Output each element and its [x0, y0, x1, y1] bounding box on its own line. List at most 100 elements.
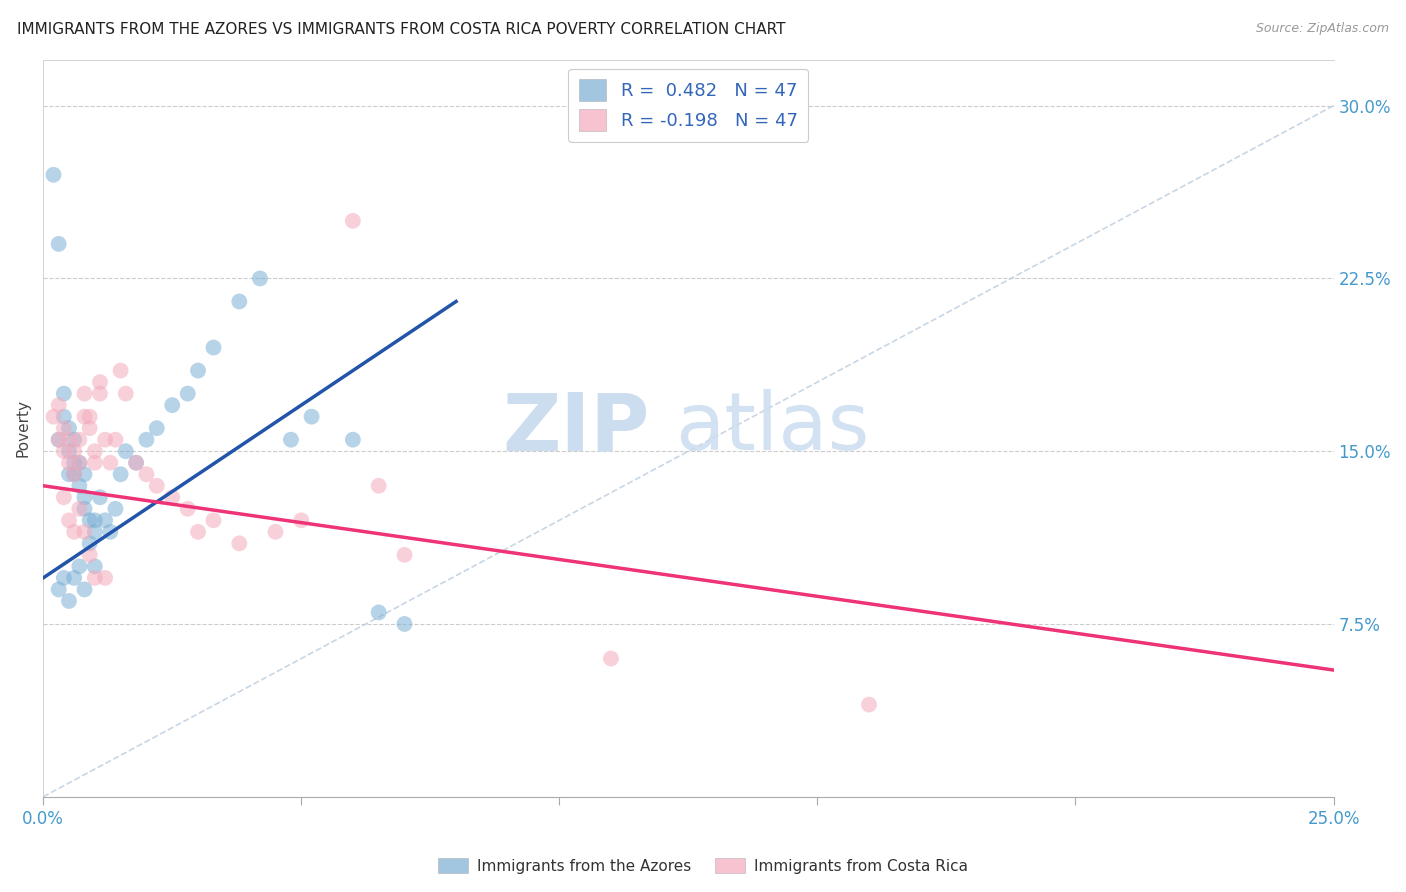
Point [58, 456, 80, 470]
Point [58, 467, 80, 482]
Point [73, 524, 96, 539]
Point [73, 490, 96, 504]
Point [63, 524, 86, 539]
Point [110, 467, 132, 482]
Point [135, 433, 157, 447]
Point [79, 421, 101, 435]
Point [125, 456, 148, 470]
Point [58, 421, 80, 435]
Point [79, 513, 101, 527]
Point [89, 386, 111, 401]
Point [394, 617, 416, 632]
Point [94, 433, 117, 447]
Point [63, 433, 86, 447]
Point [42, 409, 65, 424]
Point [301, 409, 323, 424]
Point [94, 513, 117, 527]
Point [83, 513, 105, 527]
Point [73, 467, 96, 482]
Point [52, 386, 75, 401]
Text: ZIP: ZIP [502, 389, 650, 467]
Point [202, 513, 225, 527]
Point [73, 582, 96, 597]
Point [52, 421, 75, 435]
Text: atlas: atlas [675, 389, 870, 467]
Point [202, 341, 225, 355]
Point [67, 456, 90, 470]
Point [342, 433, 364, 447]
Point [160, 490, 183, 504]
Point [264, 524, 287, 539]
Point [67, 559, 90, 574]
Point [58, 433, 80, 447]
Point [83, 524, 105, 539]
Point [858, 698, 880, 712]
Point [48, 398, 70, 412]
Point [94, 571, 117, 585]
Point [63, 571, 86, 585]
Point [48, 582, 70, 597]
Legend: Immigrants from the Azores, Immigrants from Costa Rica: Immigrants from the Azores, Immigrants f… [432, 852, 974, 880]
Point [600, 651, 623, 665]
Point [58, 513, 80, 527]
Point [177, 501, 200, 516]
Point [63, 467, 86, 482]
Point [79, 536, 101, 550]
Y-axis label: Poverty: Poverty [15, 400, 30, 458]
Point [83, 444, 105, 458]
Point [98, 456, 121, 470]
Point [367, 479, 389, 493]
Point [177, 386, 200, 401]
Point [48, 236, 70, 251]
Point [73, 409, 96, 424]
Point [290, 513, 312, 527]
Point [63, 467, 86, 482]
Point [394, 548, 416, 562]
Point [187, 524, 209, 539]
Point [48, 433, 70, 447]
Point [79, 548, 101, 562]
Point [83, 559, 105, 574]
Point [52, 571, 75, 585]
Point [67, 479, 90, 493]
Point [67, 456, 90, 470]
Point [58, 444, 80, 458]
Point [98, 524, 121, 539]
Point [52, 444, 75, 458]
Point [83, 456, 105, 470]
Point [114, 444, 136, 458]
Point [228, 536, 250, 550]
Point [89, 375, 111, 389]
Legend: R =  0.482   N = 47, R = -0.198   N = 47: R = 0.482 N = 47, R = -0.198 N = 47 [568, 69, 808, 142]
Point [63, 444, 86, 458]
Point [58, 594, 80, 608]
Point [52, 490, 75, 504]
Point [228, 294, 250, 309]
Point [63, 456, 86, 470]
Point [42, 168, 65, 182]
Point [125, 456, 148, 470]
Point [73, 501, 96, 516]
Point [280, 433, 302, 447]
Text: IMMIGRANTS FROM THE AZORES VS IMMIGRANTS FROM COSTA RICA POVERTY CORRELATION CHA: IMMIGRANTS FROM THE AZORES VS IMMIGRANTS… [17, 22, 786, 37]
Point [73, 386, 96, 401]
Point [145, 479, 167, 493]
Point [145, 421, 167, 435]
Point [110, 363, 132, 377]
Point [83, 571, 105, 585]
Point [48, 433, 70, 447]
Text: Source: ZipAtlas.com: Source: ZipAtlas.com [1256, 22, 1389, 36]
Point [160, 398, 183, 412]
Point [67, 501, 90, 516]
Point [104, 433, 127, 447]
Point [249, 271, 271, 285]
Point [79, 409, 101, 424]
Point [67, 433, 90, 447]
Point [52, 409, 75, 424]
Point [367, 606, 389, 620]
Point [114, 386, 136, 401]
Point [187, 363, 209, 377]
Point [104, 501, 127, 516]
Point [89, 490, 111, 504]
Point [342, 214, 364, 228]
